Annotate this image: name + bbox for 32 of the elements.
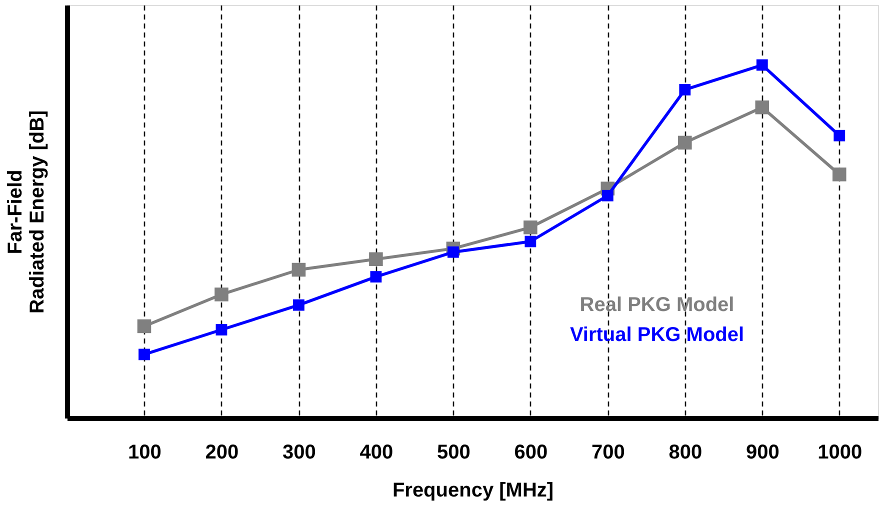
text: Virtual PKG Model [570, 324, 744, 346]
point [679, 84, 691, 96]
x-axis-title: Frequency [MHz] [392, 480, 554, 502]
point [214, 288, 228, 302]
point [755, 100, 770, 114]
point [832, 168, 846, 182]
x-tick-label: 700 [591, 442, 625, 464]
point [524, 236, 536, 248]
point [756, 59, 768, 71]
x-tick-label: 1000 [818, 442, 862, 464]
point [447, 246, 459, 258]
point [292, 262, 306, 277]
x-tick-label: 100 [128, 442, 162, 464]
x-tick-label: 400 [360, 442, 394, 464]
x-tick-label: 900 [746, 442, 780, 464]
x-tick-label: 200 [205, 442, 239, 464]
point [216, 324, 228, 336]
point [293, 299, 304, 311]
point [137, 319, 152, 334]
point [678, 136, 692, 150]
x-tick-label: 800 [668, 442, 702, 464]
point [370, 271, 382, 283]
point [602, 190, 614, 202]
point [834, 130, 846, 142]
text: Real PKG Model [580, 294, 734, 316]
y-axis-title: Far-Field Radiated Energy [dB] [4, 110, 48, 314]
x-tick-label: 600 [514, 442, 548, 464]
point [369, 252, 383, 266]
x-tick-label: 500 [437, 442, 470, 464]
point [138, 348, 150, 360]
point [524, 220, 538, 234]
x-tick-label: 300 [282, 442, 316, 464]
